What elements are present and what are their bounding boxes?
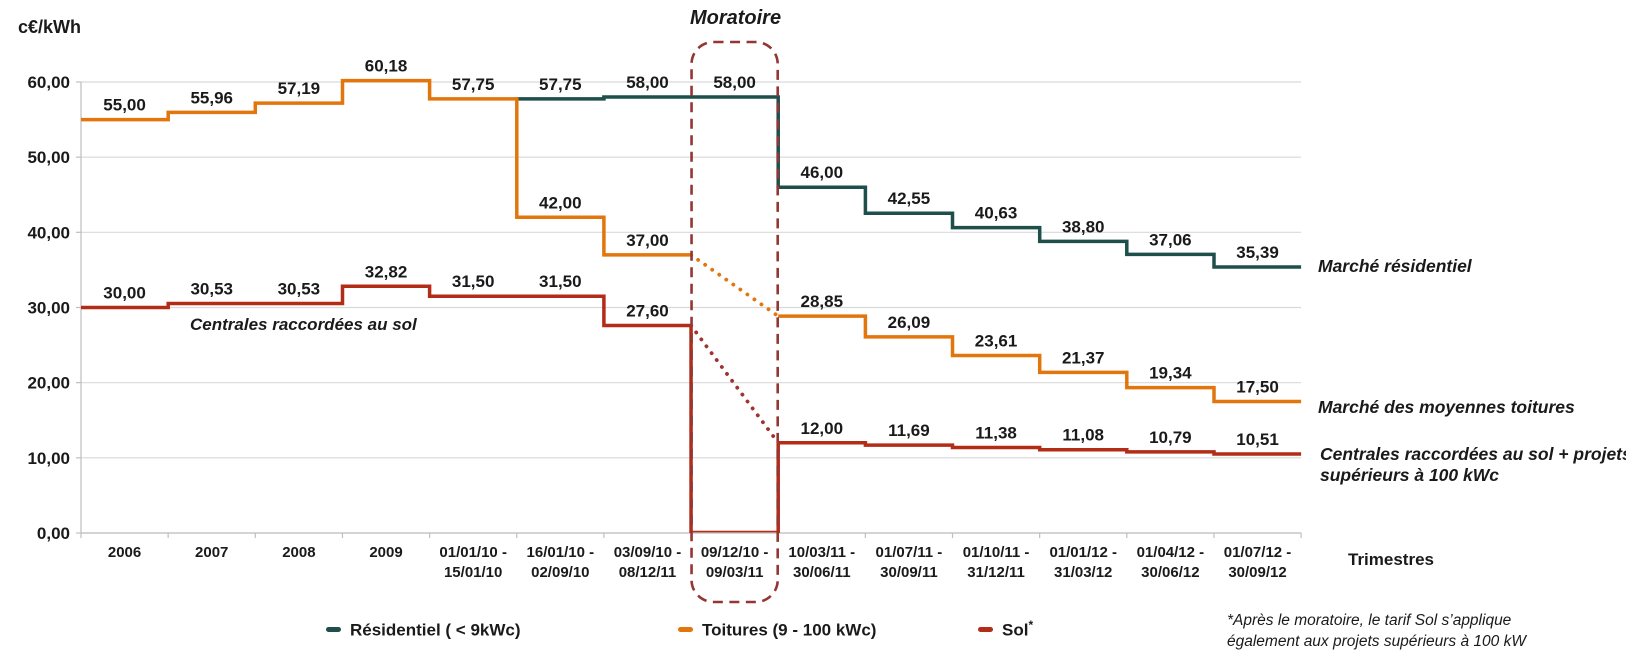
value-label: 42,55 (888, 189, 931, 208)
x-tick-label: 31/12/11 (967, 564, 1025, 581)
value-label: 30,53 (278, 280, 321, 299)
annotation-sol-after-line1: Centrales raccordées au sol + projets (1320, 444, 1626, 464)
x-tick-label: 01/01/12 - (1049, 544, 1117, 561)
y-tick-label: 20,00 (27, 374, 70, 393)
value-label: 19,34 (1149, 364, 1192, 383)
x-tick-label: 30/06/11 (793, 564, 851, 581)
value-label: 31,50 (539, 272, 582, 291)
legend-label-toitures: Toitures (9 - 100 kWc) (702, 620, 877, 640)
footnote-line1: *Après le moratoire, le tarif Sol s’appl… (1227, 612, 1512, 629)
x-tick-label: 09/03/11 (706, 564, 764, 581)
legend-marker-sol (978, 626, 993, 632)
value-label: 31,50 (452, 272, 495, 291)
x-tick-label: 30/06/12 (1141, 564, 1199, 581)
x-tick-label: 15/01/10 (444, 564, 502, 581)
annotation-sol-after-line2: supérieurs à 100 kWc (1320, 465, 1499, 485)
value-label: 32,82 (365, 262, 408, 281)
value-label: 58,00 (626, 73, 669, 92)
series-dotted-bridge-2 (689, 323, 781, 445)
annotation-marche-residentiel: Marché résidentiel (1318, 256, 1472, 276)
value-label: 58,00 (713, 73, 756, 92)
value-label: 11,38 (975, 424, 1017, 443)
annotation-sol-after-moratorium: Centrales raccordées au sol + projets su… (1320, 444, 1626, 486)
value-label: 11,08 (1062, 426, 1104, 445)
x-tick-label: 2008 (282, 544, 315, 561)
y-tick-label: 30,00 (27, 299, 70, 318)
value-label: 23,61 (975, 332, 1018, 351)
value-label: 40,63 (975, 204, 1018, 223)
x-tick-label: 30/09/11 (880, 564, 938, 581)
value-label: 55,96 (190, 88, 233, 107)
value-label: 27,60 (626, 302, 669, 321)
x-tick-label: 01/07/12 - (1224, 544, 1292, 561)
series-line-2 (81, 284, 692, 328)
y-axis-unit-label: c€/kWh (18, 17, 82, 37)
y-tick-label: 10,00 (27, 449, 70, 468)
legend-marker-residentiel (326, 626, 341, 632)
legend-item-sol: Sol* (978, 618, 1033, 641)
x-tick-label: 01/10/11 - (963, 544, 1030, 561)
value-label: 21,37 (1062, 348, 1105, 367)
value-label: 46,00 (801, 163, 844, 182)
y-tick-label: 60,00 (27, 73, 70, 92)
x-tick-label: 01/07/11 - (876, 544, 943, 561)
y-tick-label: 40,00 (27, 223, 70, 242)
x-tick-label: 31/03/12 (1054, 564, 1112, 581)
x-tick-label: 10/03/11 - (788, 544, 855, 561)
x-tick-label: 09/12/10 - (701, 544, 769, 561)
x-axis-title: Trimestres (1348, 550, 1434, 569)
legend-marker-toitures (678, 626, 693, 632)
legend-label-sol: Sol* (1002, 618, 1034, 640)
x-tick-label: 30/09/12 (1228, 564, 1286, 581)
x-tick-label: 02/09/10 (531, 564, 589, 581)
value-label: 30,00 (103, 284, 146, 303)
series-line-2 (778, 441, 1302, 456)
y-tick-label: 0,00 (37, 524, 70, 543)
series-line-1 (81, 78, 692, 257)
legend-item-residentiel: Résidentiel ( < 9kWc) (326, 618, 521, 641)
footnote-line2: également aux projets supérieurs à 100 k… (1227, 633, 1526, 650)
value-label: 12,00 (801, 419, 844, 438)
y-tick-label: 50,00 (27, 148, 70, 167)
x-tick-label: 03/09/10 - (614, 544, 682, 561)
annotation-sol-before-moratorium: Centrales raccordées au sol (190, 315, 417, 334)
legend-label-residentiel: Résidentiel ( < 9kWc) (350, 620, 521, 640)
x-tick-label: 08/12/11 (619, 564, 677, 581)
value-label: 38,80 (1062, 217, 1105, 236)
value-label: 28,85 (801, 292, 844, 311)
series-line-1 (778, 314, 1302, 404)
series-line-0 (516, 95, 1302, 269)
x-tick-label: 01/04/12 - (1137, 544, 1205, 561)
value-label: 10,79 (1149, 428, 1192, 447)
footnote: *Après le moratoire, le tarif Sol s’appl… (1227, 610, 1526, 652)
series-dotted-bridge-1 (689, 252, 781, 319)
moratorium-title: Moratoire (689, 7, 782, 29)
x-tick-label: 2006 (108, 544, 141, 561)
value-label: 42,00 (539, 193, 582, 212)
value-label: 11,69 (888, 421, 930, 440)
value-label: 17,50 (1236, 378, 1279, 397)
x-tick-label: 2007 (195, 544, 228, 561)
value-label: 55,00 (103, 96, 146, 115)
annotation-marche-moyennes-toitures: Marché des moyennes toitures (1318, 397, 1575, 417)
value-label: 57,75 (539, 75, 582, 94)
value-label: 57,75 (452, 75, 495, 94)
x-tick-label: 01/01/10 - (439, 544, 507, 561)
legend-item-toitures: Toitures (9 - 100 kWc) (678, 618, 876, 641)
x-tick-label: 2009 (369, 544, 402, 561)
value-label: 35,39 (1236, 243, 1279, 262)
value-label: 60,18 (365, 57, 408, 76)
x-tick-label: 16/01/10 - (527, 544, 595, 561)
value-label: 30,53 (190, 280, 233, 299)
value-label: 57,19 (278, 79, 321, 98)
moratorium-box (690, 40, 779, 604)
value-label: 37,06 (1149, 230, 1192, 249)
value-label: 26,09 (888, 313, 931, 332)
value-label: 10,51 (1236, 430, 1279, 449)
value-label: 37,00 (626, 231, 669, 250)
